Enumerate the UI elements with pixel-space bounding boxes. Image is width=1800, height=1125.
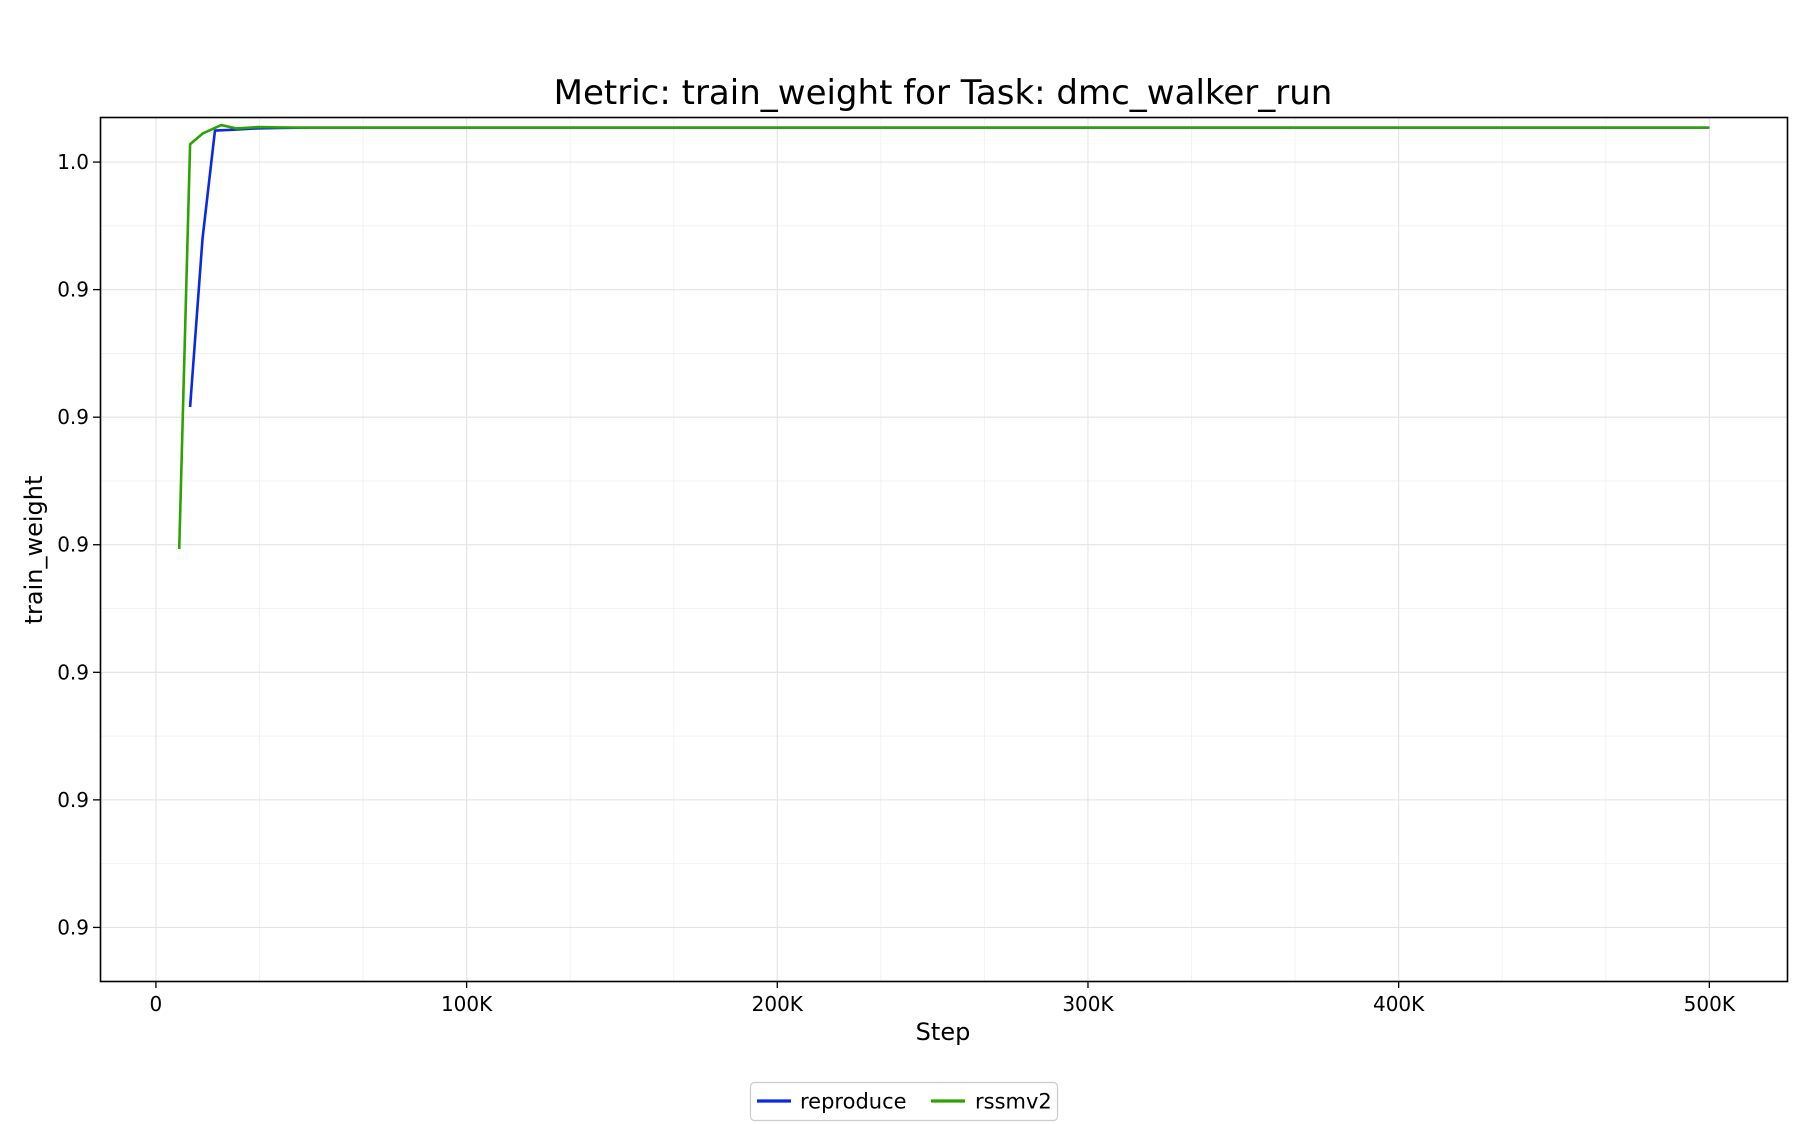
legend-label-rssmv2: rssmv2 <box>975 1090 1052 1114</box>
x-tick-label: 0 <box>150 992 163 1016</box>
x-tick-label: 200K <box>752 992 804 1016</box>
series-layer <box>177 123 1710 550</box>
x-tick-label: 100K <box>441 992 493 1016</box>
legend-box <box>749 1081 1059 1122</box>
y-tick-label: 0.9 <box>57 915 89 939</box>
y-tick-label: 0.9 <box>57 278 89 302</box>
x-axis-label: Step <box>916 1018 971 1046</box>
y-axis-label: train_weight <box>20 476 48 625</box>
grid-major <box>100 117 1787 981</box>
plot-frame <box>99 116 1789 983</box>
y-tick-label: 0.9 <box>57 660 89 684</box>
y-tick-label: 0.9 <box>57 788 89 812</box>
series-line-rssmv2 <box>177 123 1710 550</box>
x-tick-label: 500K <box>1684 992 1736 1016</box>
y-tick-label: 0.9 <box>57 533 89 557</box>
x-tick-label: 300K <box>1062 992 1114 1016</box>
grid-minor <box>100 117 1787 981</box>
y-tick-label: 1.0 <box>57 150 89 174</box>
series-line-reproduce <box>188 126 1710 408</box>
y-tick-label: 0.9 <box>57 405 89 429</box>
chart-title: Metric: train_weight for Task: dmc_walke… <box>554 73 1333 113</box>
y-axis-ticks: 0.9 0.9 0.9 0.9 0.9 0.9 1.0 <box>57 150 100 939</box>
x-axis-ticks: 0 100K 200K 300K 400K 500K <box>150 981 1736 1016</box>
legend: reproduce rssmv2 <box>749 1081 1059 1122</box>
x-tick-label: 400K <box>1373 992 1425 1016</box>
legend-label-reproduce: reproduce <box>800 1090 907 1114</box>
